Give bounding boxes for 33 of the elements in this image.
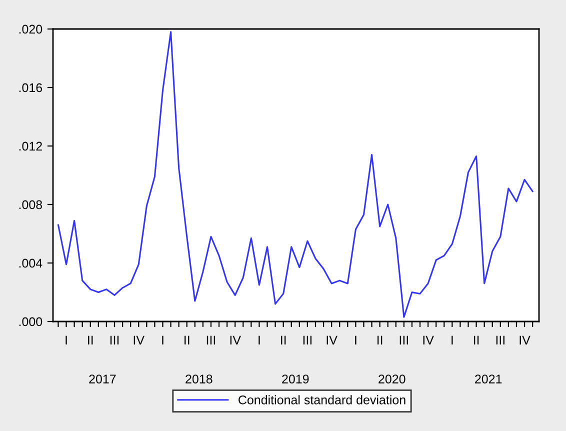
x-tick-label: III <box>110 336 119 344</box>
y-tick-label: .020 <box>19 24 42 34</box>
x-tick-label: IV <box>134 336 144 344</box>
x-tick-label: III <box>400 336 408 344</box>
x-tick-label: IV <box>230 336 241 344</box>
x-tick-label: I <box>452 336 453 344</box>
x-tick-label: IV <box>423 336 434 344</box>
y-tick-label: .004 <box>19 258 42 268</box>
y-tick-label: .008 <box>19 200 42 210</box>
text: 2019 <box>282 374 309 384</box>
x-tick-label: I <box>66 336 67 344</box>
x-tick-label: II <box>281 336 286 344</box>
text: 2020 <box>378 374 406 384</box>
x-tick-label: II <box>88 336 93 344</box>
x-tick-label: II <box>184 336 190 344</box>
y-tick-label: .000 <box>19 317 42 326</box>
legend-label: Conditional standard deviation <box>238 395 406 404</box>
y-tick-label: .012 <box>19 142 42 151</box>
x-tick-label: III <box>206 336 216 344</box>
text: 2018 <box>186 374 212 384</box>
y-tick-label: .016 <box>19 83 42 92</box>
text: 2021 <box>475 374 502 384</box>
x-tick-label: II <box>474 336 479 344</box>
x-tick-label: II <box>377 336 382 344</box>
x-tick-label: I <box>355 336 356 344</box>
x-tick-label: I <box>162 336 164 344</box>
line-series <box>57 31 534 318</box>
x-tick-label: IV <box>520 336 530 344</box>
x-tick-label: III <box>303 336 312 344</box>
x-tick-label: IV <box>326 336 338 344</box>
text: 2017 <box>89 374 116 384</box>
x-tick-label: I <box>258 336 260 344</box>
x-tick-label: III <box>496 336 504 344</box>
